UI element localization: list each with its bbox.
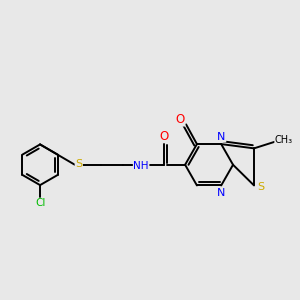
Text: O: O	[176, 113, 185, 126]
Text: S: S	[75, 159, 82, 169]
Text: Cl: Cl	[35, 198, 45, 208]
Text: CH₃: CH₃	[275, 135, 293, 145]
Text: N: N	[217, 188, 225, 198]
Text: O: O	[160, 130, 169, 143]
Text: N: N	[217, 132, 226, 142]
Text: S: S	[258, 182, 265, 192]
Text: NH: NH	[134, 161, 149, 171]
